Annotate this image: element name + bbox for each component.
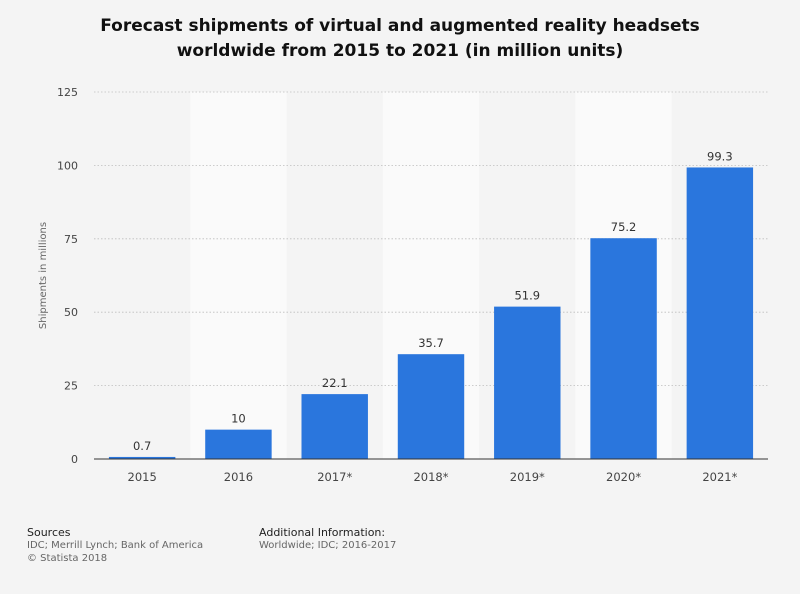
x-tick-label: 2021* bbox=[702, 470, 737, 484]
bar bbox=[494, 306, 561, 459]
data-label: 99.3 bbox=[707, 149, 733, 163]
x-tick-label: 2020* bbox=[606, 470, 641, 484]
bar-chart: 0 25 50 75 100 125 0.7 2015 10 2016 22.1 2017* 35.7 2… bbox=[38, 86, 768, 484]
sources-text: IDC; Merrill Lynch; Bank of America bbox=[27, 540, 204, 551]
bar bbox=[205, 429, 272, 459]
x-tick-label: 2015 bbox=[128, 470, 157, 484]
x-tick-label: 2017* bbox=[317, 470, 352, 484]
column-band bbox=[190, 92, 287, 459]
y-tick-label: 25 bbox=[64, 380, 78, 393]
bar bbox=[108, 456, 176, 459]
data-label: 75.2 bbox=[611, 220, 637, 234]
additional-info-text: Worldwide; IDC; 2016-2017 bbox=[259, 540, 397, 551]
y-tick-label: 50 bbox=[64, 306, 78, 319]
sources-heading: Sources bbox=[27, 526, 71, 539]
x-tick-label: 2019* bbox=[510, 470, 545, 484]
y-axis-label: Shipments in millions bbox=[38, 222, 49, 329]
additional-info-block: Additional Information: Worldwide; IDC; … bbox=[259, 526, 396, 552]
bar bbox=[301, 394, 368, 459]
y-tick-label: 75 bbox=[64, 233, 78, 246]
copyright-text: © Statista 2018 bbox=[27, 553, 108, 564]
bar bbox=[686, 167, 754, 459]
x-tick-label: 2018* bbox=[413, 470, 448, 484]
data-label: 35.7 bbox=[418, 336, 444, 350]
chart-title-line-1: Forecast shipments of virtual and augmen… bbox=[100, 16, 700, 36]
chart-title-line-2: worldwide from 2015 to 2021 (in million … bbox=[176, 41, 624, 61]
chart-title: Forecast shipments of virtual and augmen… bbox=[0, 14, 800, 64]
sources-block: Sources IDC; Merrill Lynch; Bank of Amer… bbox=[27, 526, 203, 565]
x-tick-label: 2016 bbox=[224, 470, 253, 484]
additional-info-heading: Additional Information: bbox=[259, 526, 386, 539]
bar bbox=[397, 354, 465, 459]
bar bbox=[590, 238, 657, 459]
y-tick-label: 0 bbox=[71, 453, 78, 466]
data-label: 10 bbox=[231, 412, 246, 426]
data-label: 22.1 bbox=[322, 376, 348, 390]
y-tick-label: 125 bbox=[57, 86, 78, 99]
data-label: 51.9 bbox=[514, 289, 540, 303]
data-label: 0.7 bbox=[133, 439, 151, 453]
y-tick-label: 100 bbox=[57, 159, 78, 172]
